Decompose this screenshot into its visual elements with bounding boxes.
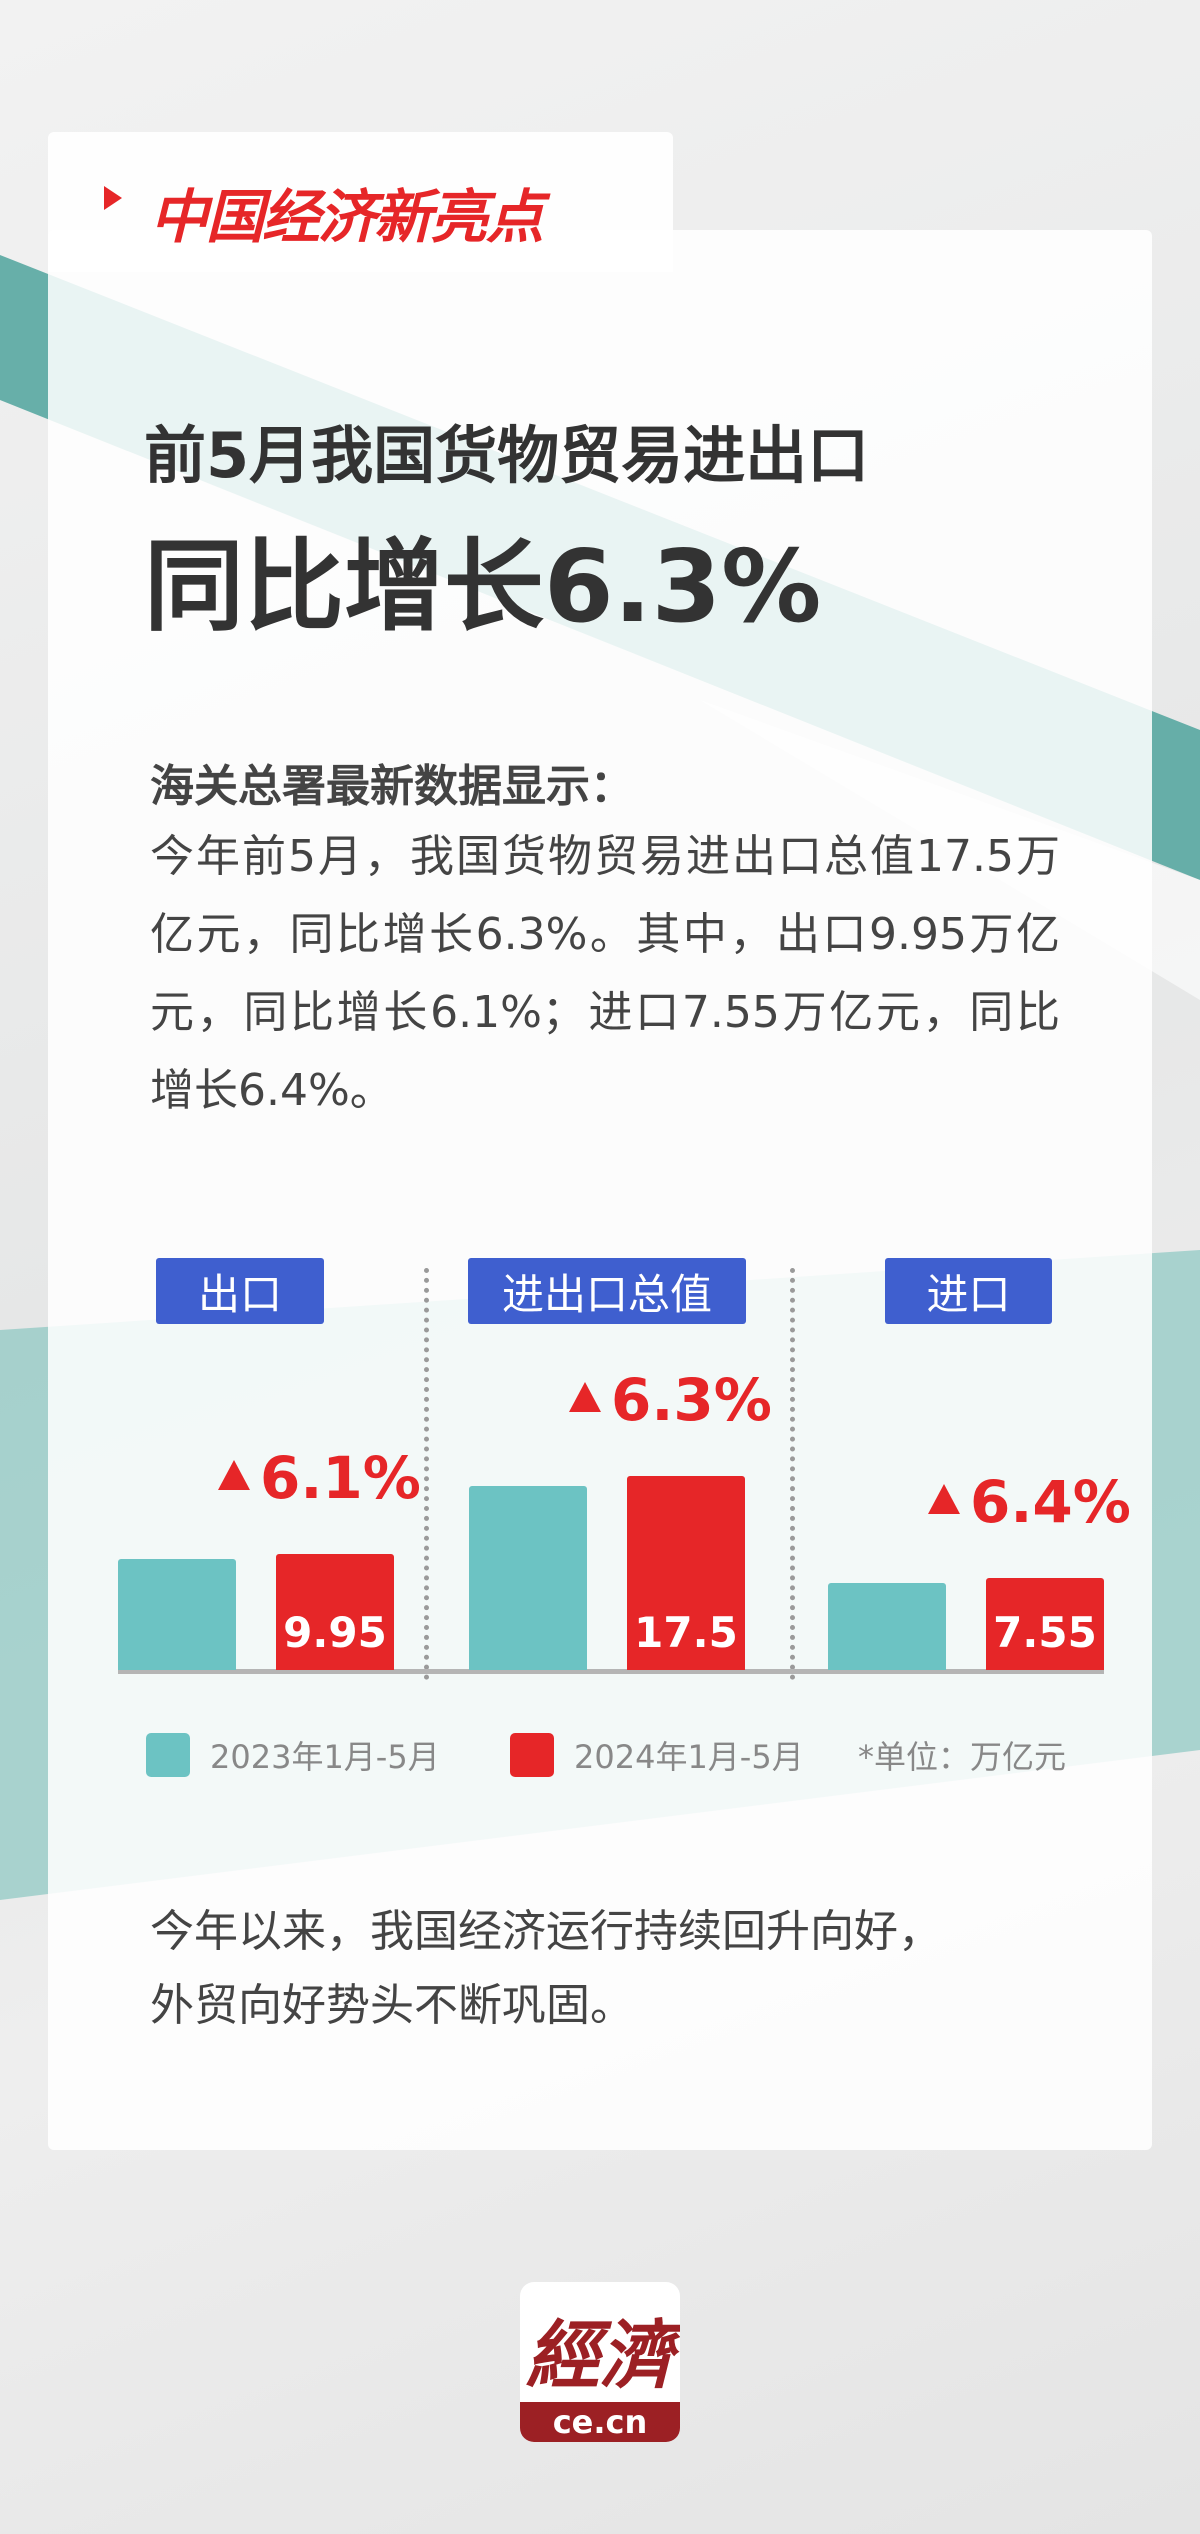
divider <box>790 1268 795 1680</box>
growth-label: 6.3% <box>569 1366 772 1434</box>
body-paragraph: 今年前5月，我国货物贸易进出口总值17.5万亿元，同比增长6.3%。其中，出口9… <box>150 831 1060 1116</box>
growth-label: 6.4% <box>928 1468 1131 1536</box>
bar-2024 <box>627 1475 745 1670</box>
ce-cn-logo: 經濟 ce.cn <box>520 2282 680 2442</box>
growth-label: 6.1% <box>218 1444 421 1512</box>
category-label: 进出口总值 <box>468 1258 746 1324</box>
bar-2024 <box>276 1553 394 1670</box>
data-label: 9.95 <box>283 1608 387 1657</box>
headline-line2: 同比增长6.3% <box>144 528 822 645</box>
data-label: 7.55 <box>993 1608 1097 1657</box>
closing-line2: 外贸向好势头不断巩固。 <box>150 1980 634 2031</box>
baseline <box>118 1669 1104 1674</box>
category-label: 出口 <box>156 1258 324 1324</box>
closing-text: 今年以来，我国经济运行持续回升向好， 外贸向好势头不断巩固。 <box>150 1895 942 2043</box>
legend-label: 2023年1月-5月 <box>210 1738 440 1776</box>
play-triangle-icon <box>104 186 122 210</box>
unit-note: *单位：万亿元 <box>858 1738 1067 1776</box>
growth-value: 6.3% <box>611 1365 772 1434</box>
legend-swatch <box>510 1733 554 1777</box>
bar-2023 <box>828 1582 946 1670</box>
content-card <box>48 230 1152 2150</box>
brand-title: 中国经济新亮点 <box>150 183 544 251</box>
bar-2023 <box>118 1559 236 1670</box>
up-triangle-icon <box>569 1381 601 1412</box>
bar-2024 <box>986 1578 1104 1670</box>
up-triangle-icon <box>218 1459 250 1490</box>
divider <box>424 1268 429 1680</box>
growth-value: 6.4% <box>970 1468 1131 1537</box>
legend-swatch <box>146 1733 190 1777</box>
legend-item-2023: 2023年1月-5月 <box>146 1733 440 1777</box>
body-heading: 海关总署最新数据显示： <box>150 761 634 812</box>
up-triangle-icon <box>928 1484 960 1515</box>
headline-line1: 前5月我国货物贸易进出口 <box>144 419 870 492</box>
category-label: 进口 <box>885 1258 1052 1324</box>
legend-item-2024: 2024年1月-5月 <box>510 1733 804 1777</box>
growth-value: 6.1% <box>260 1443 421 1512</box>
logo-calligraphy: 經濟 <box>526 2313 674 2399</box>
closing-line1: 今年以来，我国经济运行持续回升向好， <box>150 1906 942 1957</box>
legend-label: 2024年1月-5月 <box>574 1738 804 1776</box>
logo-domain: ce.cn <box>520 2402 680 2442</box>
data-label: 17.5 <box>634 1608 738 1657</box>
bar-2023 <box>469 1486 587 1670</box>
